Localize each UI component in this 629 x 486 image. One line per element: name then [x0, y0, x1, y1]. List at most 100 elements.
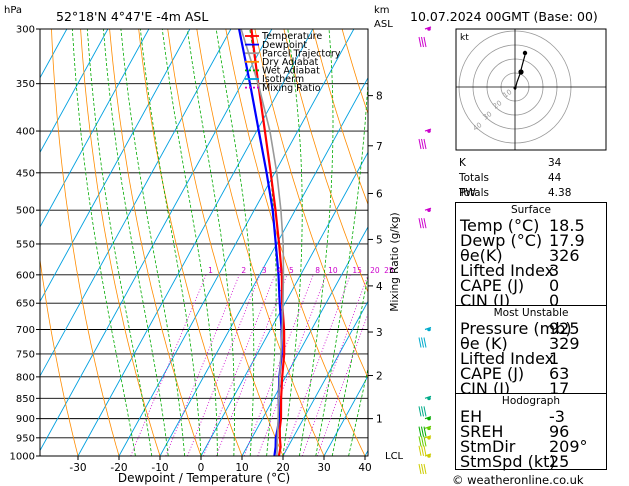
- barb-flag: [423, 138, 427, 150]
- barb-flag: [423, 36, 427, 48]
- datetime-title: 10.07.2024 00GMT (Base: 00): [410, 9, 598, 24]
- surface-row: CIN (J) 0: [456, 291, 606, 310]
- barb-flag: [423, 445, 427, 456]
- hodo-row: SREH 96: [456, 424, 606, 440]
- mu-row: Pressure (mb) 925: [456, 321, 606, 337]
- mixing-ratio-line: [302, 274, 368, 456]
- barb-flag: [421, 436, 424, 447]
- barb-flag: [418, 218, 422, 229]
- chart-title: 52°18'N 4°47'E -4m ASL: [56, 9, 208, 24]
- km-tick-label: 3: [376, 327, 383, 339]
- pressure-tick-label: 350: [16, 79, 35, 90]
- mixing-ratio-line: [257, 274, 327, 456]
- wet-adiabat: [315, 73, 368, 456]
- temperature-tick-label: -10: [151, 462, 168, 474]
- surface-row: Lifted Index 3: [456, 261, 606, 280]
- plot-frame: [39, 28, 369, 457]
- pressure-tick-label: 650: [16, 299, 35, 310]
- index-value: 4.38: [548, 187, 572, 199]
- barb-point: [427, 129, 431, 133]
- dry-adiabat: [138, 29, 243, 456]
- mixing-ratio-axis-label: Mixing Ratio (g/kg): [389, 212, 401, 311]
- mu-key: CAPE (J): [460, 364, 525, 383]
- km-tick-label: 4: [376, 281, 383, 293]
- barb-flag: [421, 406, 424, 417]
- barb-flag: [423, 406, 427, 417]
- mixing-ratio-tick-label: 1: [208, 266, 213, 275]
- surface-key: Dewp (°C): [460, 231, 543, 250]
- surface-key: CIN (J): [460, 291, 511, 310]
- wet-adiabat: [348, 366, 368, 456]
- dry-adiabat: [40, 256, 79, 456]
- barb-flag: [418, 436, 422, 447]
- barb-flag: [423, 337, 427, 348]
- hodograph-point: [518, 69, 524, 75]
- pressure-tick-label: 750: [16, 349, 35, 360]
- most-unstable-box: Most Unstable Pressure (mb) 925 θe (K) 329…: [455, 305, 607, 397]
- km-tick-label: 8: [376, 91, 383, 103]
- barb-flag: [421, 445, 424, 456]
- barb-flag: [418, 463, 422, 475]
- isotherm-line: [40, 29, 273, 452]
- dry-adiabat: [225, 29, 366, 456]
- index-key: Totals Totals: [459, 172, 489, 199]
- isotherm-line: [159, 76, 368, 456]
- barb-point: [427, 396, 431, 401]
- surface-row: CAPE (J) 0: [456, 276, 606, 295]
- diagram-grid: [40, 29, 368, 456]
- legend-label: Mixing Ratio: [262, 83, 321, 94]
- legend-label: Isotherm: [262, 74, 304, 85]
- dry-adiabat: [283, 29, 368, 294]
- mu-key: θe (K): [460, 334, 508, 353]
- surface-value: 0: [549, 276, 560, 295]
- mixing-ratio-tick-label: 3: [262, 266, 267, 275]
- barb-flag: [421, 36, 424, 48]
- axes: 3003504004505005506006507007508008509009…: [10, 25, 383, 475]
- mu-key: CIN (J): [460, 379, 511, 398]
- barb-point: [427, 436, 431, 440]
- barb-flag: [418, 406, 422, 417]
- wind-barb: [418, 453, 432, 475]
- barb-flag: [418, 337, 422, 348]
- wet-adiabat: [186, 29, 235, 456]
- surface-key: Lifted Index: [460, 261, 555, 280]
- wind-barb: [418, 326, 432, 348]
- hodo-key: StmSpd (kt): [460, 452, 556, 471]
- hodo-row: EH -3: [456, 409, 606, 425]
- surface-box: Surface Temp (°C) 18.5 Dewp (°C) 17.9 θe(K…: [455, 202, 607, 309]
- barb-flag: [421, 218, 424, 229]
- mixing-ratio-tick-label: 4: [277, 266, 282, 275]
- surface-key: θe(K): [460, 246, 503, 265]
- km-tick-label: 1: [376, 414, 383, 426]
- barb-point: [427, 208, 431, 212]
- hodo-row: StmSpd (kt) 25: [456, 452, 606, 471]
- hodograph-point: [522, 50, 528, 56]
- pressure-tick-label: 800: [16, 372, 35, 383]
- wet-adiabat: [86, 29, 153, 456]
- barb-flag: [421, 138, 424, 150]
- pressure-tick-label: 450: [16, 168, 35, 179]
- index-key: K: [459, 157, 466, 169]
- mixing-ratio-line: [243, 274, 314, 456]
- surface-row: θe(K) 326: [456, 246, 606, 265]
- most-unstable-title: Most Unstable: [493, 307, 569, 319]
- barb-flag: [421, 337, 424, 348]
- dry-adiabat: [80, 29, 161, 456]
- dry-adiabat: [196, 29, 325, 456]
- surface-value: 18.5: [549, 216, 585, 235]
- wind-barb: [418, 435, 432, 456]
- dry-adiabat: [51, 29, 120, 456]
- mixing-ratio-line: [215, 274, 288, 456]
- wet-adiabat: [161, 29, 218, 456]
- series-parcel-trajectory: [240, 29, 285, 456]
- hodo-key: StmDir: [460, 437, 516, 456]
- isotherm-line: [323, 375, 368, 456]
- hodograph-ring-label: 30: [482, 110, 494, 122]
- hpa-label: hPa: [4, 5, 22, 16]
- isotherm-line: [282, 300, 368, 456]
- barb-flag: [423, 463, 427, 475]
- pressure-tick-label: 1000: [10, 452, 35, 463]
